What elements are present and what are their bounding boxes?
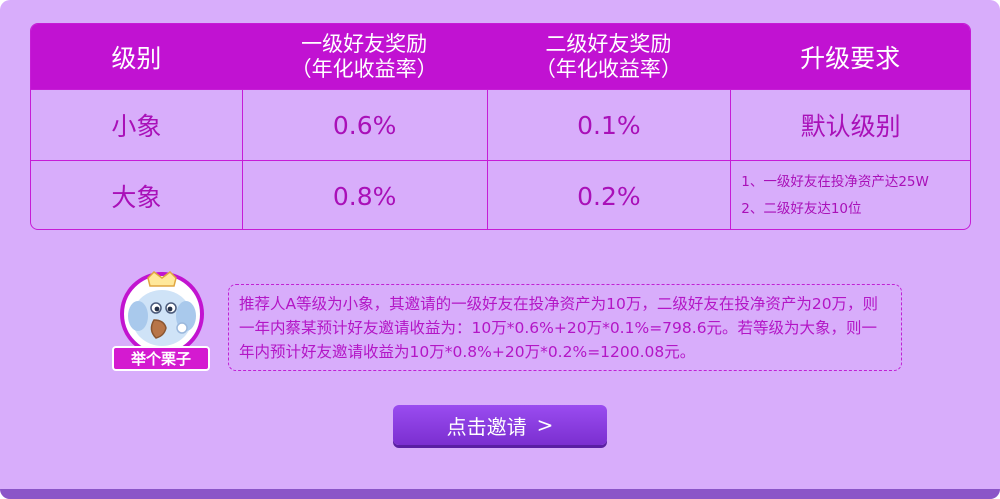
row-second-rate: 0.2% xyxy=(486,161,731,229)
header-second-reward: 二级好友奖励 （年化收益率） xyxy=(487,24,731,89)
chevron-right-icon: > xyxy=(536,413,554,437)
row-second-rate: 0.1% xyxy=(486,90,731,160)
example-badge: 举个栗子 xyxy=(112,346,210,371)
invite-button-label: 点击邀请 xyxy=(446,414,527,439)
header-upgrade: 升级要求 xyxy=(800,43,901,73)
row-requirement: 默认级别 xyxy=(730,90,970,160)
table-row: 大象 0.8% 0.2% 1、一级好友在投净资产达25W 2、二级好友达10位 xyxy=(31,160,970,229)
header-second-reward-subtitle: （年化收益率） xyxy=(534,56,682,81)
row-first-rate: 0.8% xyxy=(241,161,487,229)
row-level: 大象 xyxy=(111,183,162,212)
requirement-line: 1、一级好友在投净资产达25W xyxy=(741,174,929,190)
table-header: 级别 一级好友奖励 （年化收益率） 二级好友奖励 （年化收益率） 升级要求 xyxy=(31,24,970,89)
header-first-reward: 一级好友奖励 （年化收益率） xyxy=(242,24,487,89)
header-first-reward-subtitle: （年化收益率） xyxy=(290,56,438,81)
example-text: 推荐人A等级为小象，其邀请的一级好友在投净资产为10万，二级好友在投净资产为20… xyxy=(228,284,902,371)
reward-table: 级别 一级好友奖励 （年化收益率） 二级好友奖励 （年化收益率） 升级要求 小象… xyxy=(30,23,971,230)
header-second-reward-title: 二级好友奖励 xyxy=(545,31,672,56)
row-requirement: 1、一级好友在投净资产达25W 2、二级好友达10位 xyxy=(730,161,970,229)
elephant-mascot-icon xyxy=(120,271,204,356)
row-first-rate: 0.6% xyxy=(241,90,487,160)
table-row: 小象 0.6% 0.1% 默认级别 xyxy=(31,89,970,160)
bottom-shadow-strip xyxy=(0,489,1000,499)
header-first-reward-title: 一级好友奖励 xyxy=(301,31,428,56)
invite-button[interactable]: 点击邀请 > xyxy=(393,405,607,445)
requirement-line: 2、二级好友达10位 xyxy=(741,201,862,217)
header-level: 级别 xyxy=(111,43,162,73)
row-level: 小象 xyxy=(111,112,162,141)
